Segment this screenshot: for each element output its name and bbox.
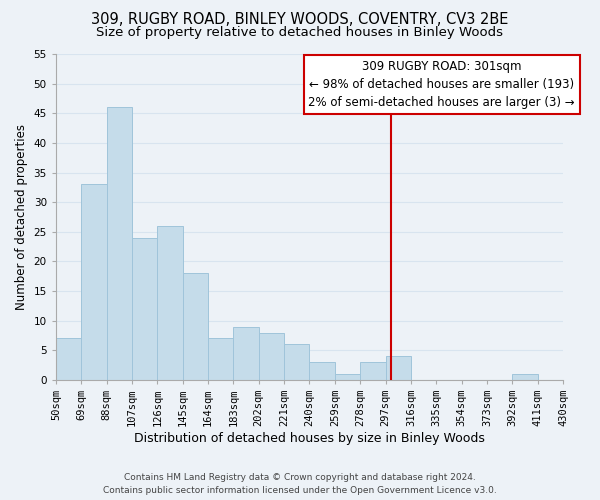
Bar [182, 274, 208, 380]
Y-axis label: Number of detached properties: Number of detached properties [15, 124, 28, 310]
Bar [132, 238, 157, 380]
Bar [56, 338, 81, 380]
X-axis label: Distribution of detached houses by size in Binley Woods: Distribution of detached houses by size … [134, 432, 485, 445]
Bar [107, 108, 132, 380]
Bar [386, 356, 411, 380]
Bar [157, 226, 182, 380]
Text: 309 RUGBY ROAD: 301sqm
← 98% of detached houses are smaller (193)
2% of semi-det: 309 RUGBY ROAD: 301sqm ← 98% of detached… [308, 60, 575, 109]
Bar [284, 344, 310, 380]
Bar [208, 338, 233, 380]
Bar [259, 332, 284, 380]
Bar [310, 362, 335, 380]
Bar [512, 374, 538, 380]
Bar [81, 184, 107, 380]
Text: Contains HM Land Registry data © Crown copyright and database right 2024.
Contai: Contains HM Land Registry data © Crown c… [103, 474, 497, 495]
Text: 309, RUGBY ROAD, BINLEY WOODS, COVENTRY, CV3 2BE: 309, RUGBY ROAD, BINLEY WOODS, COVENTRY,… [91, 12, 509, 28]
Text: Size of property relative to detached houses in Binley Woods: Size of property relative to detached ho… [97, 26, 503, 39]
Bar [360, 362, 386, 380]
Bar [335, 374, 360, 380]
Bar [233, 326, 259, 380]
